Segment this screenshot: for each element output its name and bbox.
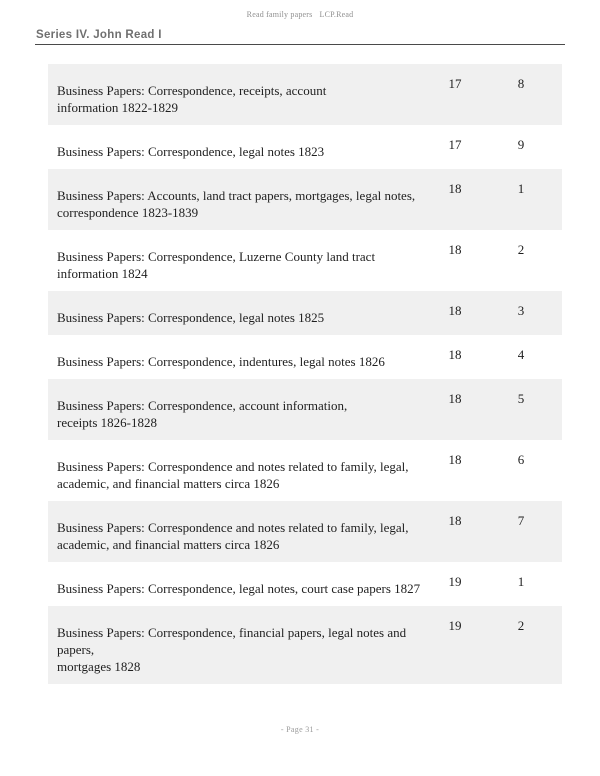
row-folder-number: 8 — [517, 76, 525, 91]
row-folder-number: 3 — [517, 303, 525, 318]
container-row: Business Papers: Accounts, land tract pa… — [48, 169, 562, 230]
row-description: Business Papers: Correspondence and note… — [57, 459, 409, 491]
container-row: Business Papers: Correspondence and note… — [48, 501, 562, 562]
row-box-number: 18 — [448, 391, 462, 406]
container-list: Business Papers: Correspondence, receipt… — [48, 64, 562, 684]
row-box-number: 17 — [448, 76, 462, 91]
row-box-number: 18 — [448, 303, 462, 318]
row-description: Business Papers: Correspondence, legal n… — [57, 581, 421, 596]
row-box-number: 18 — [448, 347, 462, 362]
row-folder-number: 1 — [517, 574, 525, 589]
row-box-number: 18 — [448, 242, 462, 257]
row-description: Business Papers: Correspondence and note… — [57, 520, 409, 552]
collection-title: Read family papers — [246, 10, 313, 19]
row-description: Business Papers: Correspondence, financi… — [57, 625, 407, 674]
series-heading: Series IV. John Read I — [36, 29, 162, 41]
container-row: Business Papers: Correspondence, account… — [48, 379, 562, 440]
row-folder-number: 9 — [517, 137, 525, 152]
page-number: - Page 31 - — [280, 725, 320, 734]
row-description: Business Papers: Accounts, land tract pa… — [57, 188, 416, 220]
row-box-number: 19 — [448, 618, 462, 633]
row-description: Business Papers: Correspondence, receipt… — [57, 83, 327, 115]
row-description: Business Papers: Correspondence, indentu… — [57, 354, 385, 369]
row-description: Business Papers: Correspondence, legal n… — [57, 144, 325, 159]
running-header: Read family papers LCP.Read — [0, 0, 600, 20]
row-folder-number: 7 — [517, 513, 525, 528]
row-box-number: 18 — [448, 452, 462, 467]
row-box-number: 17 — [448, 137, 462, 152]
row-folder-number: 5 — [517, 391, 525, 406]
row-folder-number: 6 — [517, 452, 525, 467]
container-row: Business Papers: Correspondence, financi… — [48, 606, 562, 684]
row-description: Business Papers: Correspondence, account… — [57, 398, 348, 430]
row-folder-number: 2 — [517, 618, 525, 633]
row-box-number: 18 — [448, 181, 462, 196]
container-row: Business Papers: Correspondence, legal n… — [48, 291, 562, 335]
collection-call-number: LCP.Read — [319, 10, 354, 19]
row-box-number: 19 — [448, 574, 462, 589]
row-folder-number: 1 — [517, 181, 525, 196]
container-row: Business Papers: Correspondence, receipt… — [48, 64, 562, 125]
row-description: Business Papers: Correspondence, Luzerne… — [57, 249, 376, 281]
row-box-number: 18 — [448, 513, 462, 528]
container-row: Business Papers: Correspondence and note… — [48, 440, 562, 501]
container-row: Business Papers: Correspondence, Luzerne… — [48, 230, 562, 291]
row-folder-number: 2 — [517, 242, 525, 257]
row-description: Business Papers: Correspondence, legal n… — [57, 310, 325, 325]
container-row: Business Papers: Correspondence, indentu… — [48, 335, 562, 379]
row-folder-number: 4 — [517, 347, 525, 362]
container-row: Business Papers: Correspondence, legal n… — [48, 125, 562, 169]
container-row: Business Papers: Correspondence, legal n… — [48, 562, 562, 606]
header-rule — [35, 44, 565, 45]
